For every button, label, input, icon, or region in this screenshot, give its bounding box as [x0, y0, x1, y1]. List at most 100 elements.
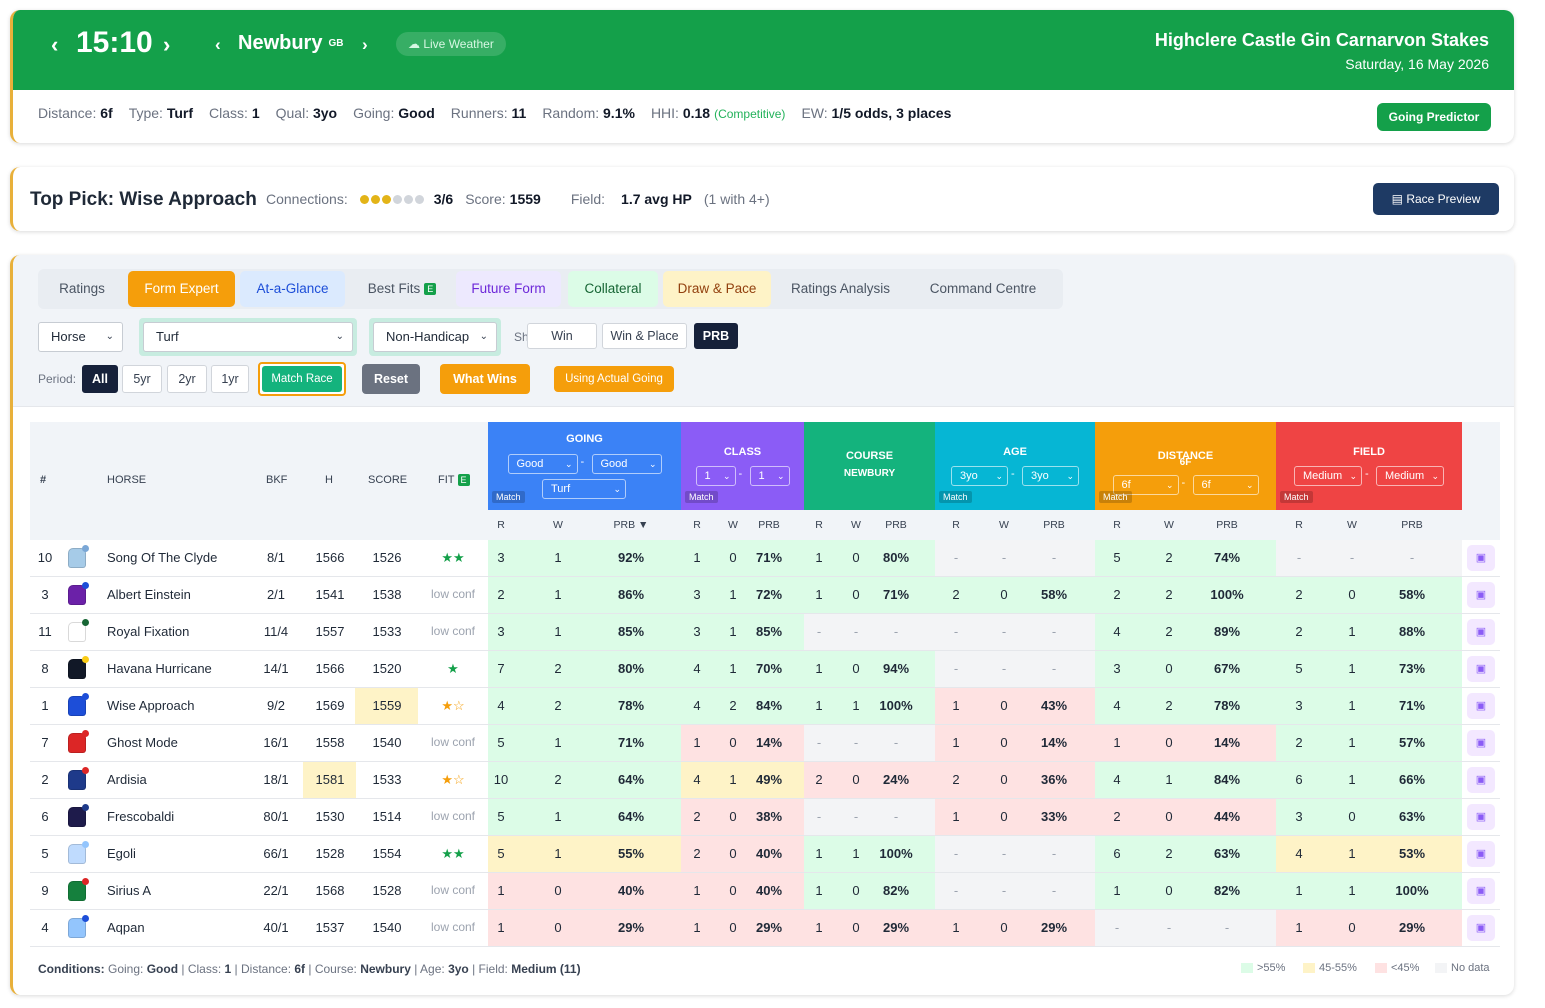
- period-1yr-button[interactable]: 1yr: [211, 365, 249, 393]
- table-row[interactable]: 2 Ardisia 18/1 1581 1533 ★☆ 10 2 64% 4 1 49% 2 0 24% 2 0…: [30, 762, 1500, 799]
- going-predictor-button[interactable]: Going Predictor: [1377, 103, 1491, 131]
- surface-select[interactable]: Turf ⌄: [143, 322, 353, 352]
- going-r: 2: [497, 587, 505, 602]
- dist-r: 3: [1113, 661, 1121, 676]
- live-weather-button[interactable]: ☁ Live Weather: [396, 32, 506, 56]
- match-toggle[interactable]: Match: [939, 491, 972, 503]
- horse-name[interactable]: Albert Einstein: [107, 587, 191, 602]
- tab-future-form[interactable]: Future Form: [456, 271, 561, 307]
- going-cell-bg: [488, 614, 681, 650]
- going-select-to[interactable]: Good ⌄: [591, 454, 662, 474]
- horse-name[interactable]: Ghost Mode: [107, 735, 178, 750]
- period-2yr-button[interactable]: 2yr: [167, 365, 207, 393]
- show-win-place-button[interactable]: Win & Place: [602, 323, 687, 349]
- tab-form-expert[interactable]: Form Expert: [128, 271, 235, 307]
- subheader-cell[interactable]: PRB: [1216, 519, 1238, 531]
- class-prb: 85%: [755, 624, 783, 639]
- tab-ratings[interactable]: Ratings: [59, 281, 105, 296]
- horse-name[interactable]: Aqpan: [107, 920, 145, 935]
- table-row[interactable]: 8 Havana Hurricane 14/1 1566 1520 ★ 7 2 80% 4 1 70%…: [30, 651, 1500, 688]
- subheader-cell[interactable]: PRB ▼: [613, 519, 649, 531]
- horse-name[interactable]: Frescobaldi: [107, 809, 175, 824]
- save-note-icon[interactable]: ▣: [1467, 878, 1495, 904]
- match-toggle[interactable]: Match: [1280, 491, 1313, 503]
- age-prb: 43%: [1040, 698, 1068, 713]
- tab-best-fits[interactable]: Best Fits E: [352, 271, 452, 307]
- subheader-cell[interactable]: PRB: [885, 519, 907, 531]
- age-select-to[interactable]: 3yo ⌄: [1022, 466, 1079, 486]
- condition-value: Newbury: [360, 962, 411, 976]
- match-race-toggle[interactable]: Match Race: [258, 362, 346, 396]
- save-note-icon[interactable]: ▣: [1467, 582, 1495, 608]
- next-venue-icon[interactable]: ›: [362, 35, 368, 54]
- what-wins-button[interactable]: What Wins: [440, 364, 530, 394]
- save-note-icon[interactable]: ▣: [1467, 915, 1495, 941]
- save-note-icon[interactable]: ▣: [1467, 804, 1495, 830]
- horse-name[interactable]: Song Of The Clyde: [107, 550, 218, 565]
- match-toggle[interactable]: Match: [685, 491, 718, 503]
- class-select-from[interactable]: 1 ⌄: [695, 466, 736, 486]
- save-note-icon[interactable]: ▣: [1467, 841, 1495, 867]
- table-row[interactable]: 11 Royal Fixation 11/4 1557 1533 low conf 3 1 85…: [30, 614, 1500, 651]
- tab-at-a-glance[interactable]: At-a-Glance: [240, 271, 345, 307]
- field-select-to[interactable]: Medium ⌄: [1376, 466, 1444, 486]
- going-w: 1: [554, 624, 562, 639]
- table-row[interactable]: 6 Frescobaldi 80/1 1530 1514 low conf 5 1 64% 2 0 3…: [30, 799, 1500, 836]
- save-note-icon[interactable]: ▣: [1467, 730, 1495, 756]
- show-win-button[interactable]: Win: [527, 323, 597, 349]
- horse-name[interactable]: Wise Approach: [107, 698, 195, 713]
- dist-select-to[interactable]: 6f ⌄: [1192, 475, 1259, 495]
- reset-button[interactable]: Reset: [362, 364, 420, 394]
- score: 1533: [372, 772, 402, 787]
- save-note-icon[interactable]: ▣: [1467, 767, 1495, 793]
- subheader-cell[interactable]: PRB: [1401, 519, 1423, 531]
- horse-select[interactable]: Horse ⌄: [38, 322, 123, 352]
- handicap-select[interactable]: Non-Handicap ⌄: [373, 322, 497, 352]
- save-note-icon[interactable]: ▣: [1467, 656, 1495, 682]
- table-row[interactable]: 10 Song Of The Clyde 8/1 1566 1526 ★★ 3 1 92% 1 0 7…: [30, 540, 1500, 577]
- going-r: 5: [497, 809, 505, 824]
- tab-ratings-analysis[interactable]: Ratings Analysis: [790, 281, 891, 296]
- table-row[interactable]: 5 Egoli 66/1 1528 1554 ★★ 5 1 55% 2 0 40% 1 1 100% - - - 6…: [30, 836, 1500, 873]
- field-select-from[interactable]: Medium ⌄: [1294, 466, 1362, 486]
- tab-collateral[interactable]: Collateral: [568, 271, 658, 307]
- next-time-icon[interactable]: ›: [163, 32, 171, 57]
- using-actual-going-button[interactable]: Using Actual Going: [554, 366, 674, 392]
- save-note-icon[interactable]: ▣: [1467, 693, 1495, 719]
- going-surface-select[interactable]: Turf ⌄: [542, 479, 626, 499]
- save-note-icon[interactable]: ▣: [1467, 545, 1495, 571]
- table-row[interactable]: 9 Sirius A 22/1 1568 1528 low conf 1 0 40% 1 0 40% 1…: [30, 873, 1500, 910]
- race-preview-button[interactable]: ▤ Race Preview: [1373, 183, 1499, 215]
- period-all-button[interactable]: All: [82, 365, 118, 393]
- table-row[interactable]: 4 Aqpan 40/1 1537 1540 low conf 1 0 29% 1 0 29% 1 0 29…: [30, 910, 1500, 947]
- course-r: 1: [815, 550, 823, 565]
- prev-time-icon[interactable]: ‹: [51, 32, 59, 57]
- show-prb-button[interactable]: PRB: [694, 323, 738, 349]
- period-5yr-button[interactable]: 5yr: [122, 365, 162, 393]
- table-row[interactable]: 3 Albert Einstein 2/1 1541 1538 low conf 2 1 86%…: [30, 577, 1500, 614]
- table-row[interactable]: 1 Wise Approach 9/2 1569 1559 ★☆ 4 2 78% 4 2 84% 1 1 1…: [30, 688, 1500, 725]
- subheader-cell[interactable]: PRB: [1043, 519, 1065, 531]
- match-toggle[interactable]: Match: [492, 491, 525, 503]
- prev-venue-icon[interactable]: ‹: [215, 35, 221, 54]
- horse-name[interactable]: Havana Hurricane: [107, 661, 212, 676]
- chevron-down-icon: ⌄: [564, 459, 573, 469]
- dist-select-from[interactable]: 6f ⌄: [1112, 475, 1179, 495]
- tab-draw-pace[interactable]: Draw & Pace: [663, 271, 771, 307]
- tab-command-centre[interactable]: Command Centre: [929, 281, 1037, 296]
- horse-name[interactable]: Sirius A: [107, 883, 152, 898]
- class-select-to[interactable]: 1 ⌄: [749, 466, 790, 486]
- age-cell-bg: [935, 540, 1095, 576]
- horse-name[interactable]: Ardisia: [107, 772, 147, 787]
- age-select-from[interactable]: 3yo ⌄: [951, 466, 1008, 486]
- save-note-icon[interactable]: ▣: [1467, 619, 1495, 645]
- field-w: 0: [1348, 920, 1356, 935]
- match-toggle[interactable]: Match: [1099, 491, 1132, 503]
- horse-name[interactable]: Egoli: [107, 846, 136, 861]
- subheader-cell[interactable]: PRB: [758, 519, 780, 531]
- table-row[interactable]: 7 Ghost Mode 16/1 1558 1540 low conf 5 1 71% 1 0 14…: [30, 725, 1500, 762]
- horse-name[interactable]: Royal Fixation: [107, 624, 190, 639]
- dist-prb: 63%: [1213, 846, 1241, 861]
- going-select-from[interactable]: Good ⌄: [507, 454, 578, 474]
- group-title: COURSE: [845, 450, 894, 462]
